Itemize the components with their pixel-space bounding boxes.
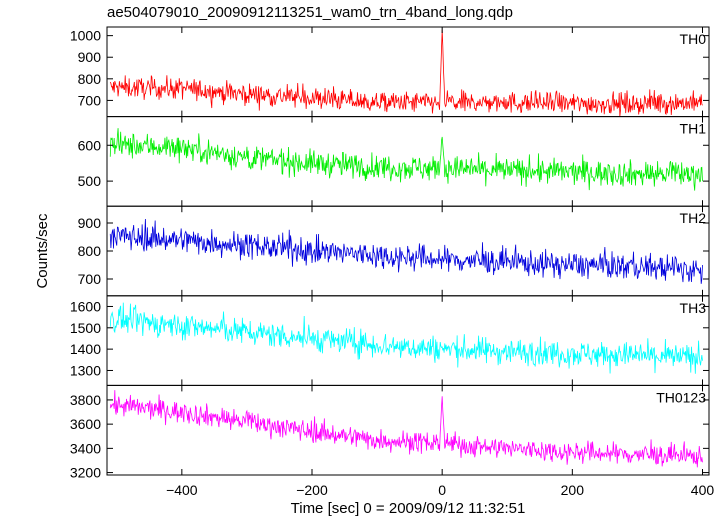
chart-title: ae504079010_20090912113251_wam0_trn_4ban… [107,4,513,21]
x-tick-label: 400 [691,482,715,498]
panel-frame-th0123 [106,384,710,476]
y-tick-label-th3: 1500 [70,320,101,336]
x-tick-label: −200 [296,482,328,498]
y-tick-label-th3: 1600 [70,298,101,314]
y-tick-label-th3: 1400 [70,341,101,357]
y-tick-label-th0123: 3200 [70,465,101,481]
x-tick-label: 0 [438,482,446,498]
series-label-th0: TH0 [680,31,707,47]
y-tick-label-th2: 900 [78,215,102,231]
y-tick-label-th0: 900 [78,49,102,65]
y-tick-label-th2: 800 [78,243,102,259]
series-line-th1 [109,128,703,191]
y-tick-label-th0123: 3600 [70,416,101,432]
y-tick-label-th1: 600 [78,137,102,153]
series-line-th0123 [109,390,703,468]
y-tick-label-th0123: 3400 [70,440,101,456]
y-tick-label-th1: 500 [78,173,102,189]
x-axis-label: Time [sec] 0 = 2009/09/12 11:32:51 [291,500,526,516]
y-axis-label: Counts/sec [34,213,51,289]
series-label-th1: TH1 [680,121,707,137]
y-tick-label-th2: 700 [78,271,102,287]
y-tick-label-th3: 1300 [70,362,101,378]
x-tick-label: 200 [561,482,585,498]
y-tick-label-th0123: 3800 [70,392,101,408]
x-tick-label: −400 [166,482,198,498]
series-line-th2 [109,219,703,284]
y-tick-label-th0: 800 [78,71,102,87]
y-tick-label-th0: 1000 [70,28,101,44]
series-label-th3: TH3 [680,300,707,316]
series-label-th2: TH2 [680,210,707,226]
series-label-th0123: TH0123 [656,389,706,405]
y-tick-label-th0: 700 [78,92,102,108]
panel-frame-th1 [106,116,710,207]
series-line-th0 [109,29,703,117]
series-line-th3 [109,302,703,374]
